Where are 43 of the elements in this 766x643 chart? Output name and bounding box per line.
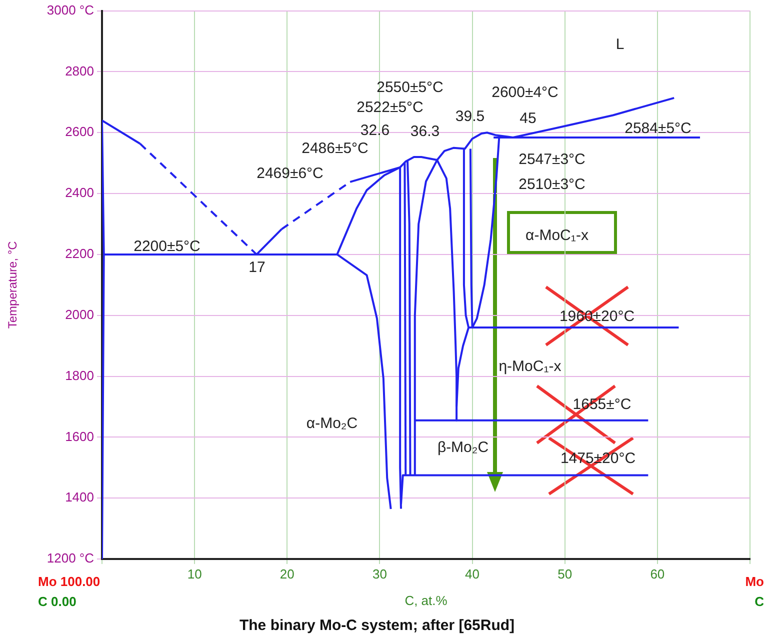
annotation: 32.6	[360, 122, 390, 140]
x-tick-label: 50	[558, 566, 572, 582]
annotation: η-MoC₁-x	[498, 358, 562, 376]
text: The binary Mo-C system; after [65Rud]	[239, 617, 515, 634]
annotation: 2522±5°C	[356, 99, 424, 116]
text: C	[754, 594, 764, 609]
x-tick-label: 10	[187, 566, 202, 582]
x-tick-label: 60	[650, 566, 665, 582]
annotation: 2600±4°C	[492, 84, 559, 102]
text: Mo 100.00	[38, 574, 100, 589]
y-tick-label: 1800	[65, 368, 94, 383]
annotation: 39.5	[455, 108, 485, 126]
y-tick-label: 3000 °C	[46, 2, 94, 18]
y-tick-label: 1600	[65, 428, 94, 444]
annotation: 2547±3°C	[518, 151, 586, 168]
annotation: 2550±5°C	[376, 79, 444, 96]
text: Mo	[745, 574, 764, 589]
y-tick-label: 2200	[65, 246, 94, 262]
y-tick-label: 2400	[65, 185, 94, 200]
annotation: 2584±5°C	[624, 120, 692, 138]
annotation: 17	[248, 259, 266, 276]
annotation: 2200±5°C	[134, 238, 201, 256]
y-tick-label: 1400	[65, 490, 94, 505]
annotation: 1960±20°C	[559, 308, 635, 326]
annotation: 36.3	[410, 123, 440, 140]
y-tick-label: 1200 °C	[46, 550, 94, 566]
annotation: L	[616, 36, 624, 54]
y-axis-title: Temperature, °C	[6, 240, 20, 329]
annotation: α-MoC₁-x	[526, 227, 589, 244]
y-tick-label: 2600	[65, 124, 94, 140]
annotation: 2469±6°C	[256, 165, 324, 182]
text: C 0.00	[38, 594, 76, 609]
x-tick-label: 30	[372, 566, 387, 582]
annotation: 2486±5°C	[302, 140, 369, 158]
annotation: α-Mo₂C	[306, 415, 358, 432]
x-axis-title: C, at.%	[404, 592, 448, 608]
annotation: β-Mo₂C	[437, 439, 489, 456]
x-tick-label: 40	[465, 566, 480, 582]
x-tick-label: 20	[280, 566, 294, 582]
annotation: 2510±3°C	[518, 176, 586, 194]
y-tick-label: 2800	[65, 63, 94, 78]
y-tick-label: 2000	[65, 306, 94, 322]
annotation: 45	[520, 110, 536, 128]
